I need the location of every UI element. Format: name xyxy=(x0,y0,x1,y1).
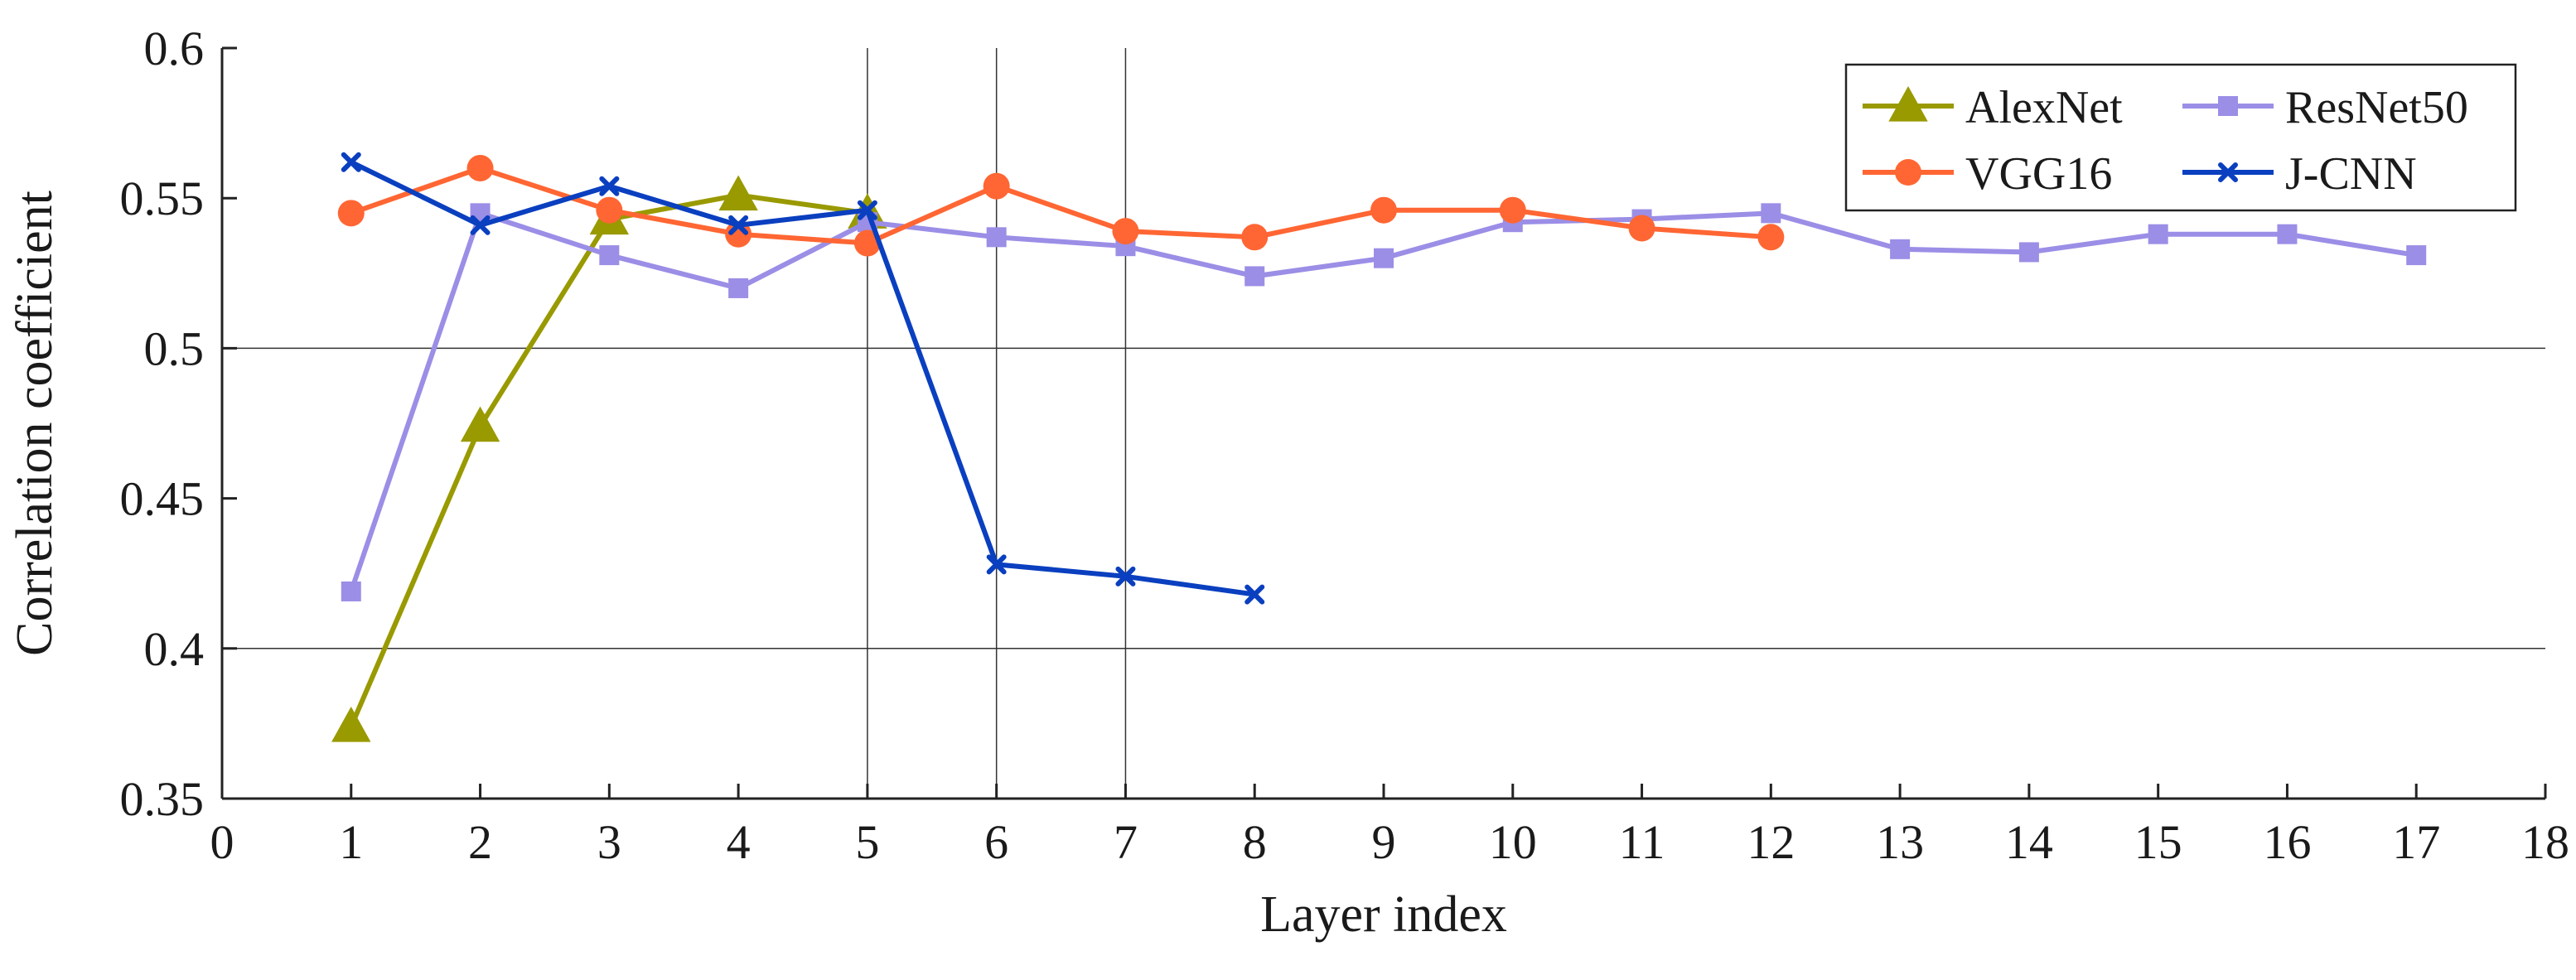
legend-item-j-cnn: J-CNN xyxy=(2182,148,2417,200)
x-tick-label: 1 xyxy=(339,815,363,869)
legend-label: AlexNet xyxy=(1965,82,2123,133)
x-tick-label: 2 xyxy=(468,815,492,869)
y-tick-label: 0.35 xyxy=(120,772,205,826)
x-tick-label: 4 xyxy=(727,815,751,869)
data-point-vgg16 xyxy=(1757,224,1785,251)
x-axis-label: Layer index xyxy=(1260,886,1507,943)
data-point-vgg16 xyxy=(725,220,752,248)
x-tick-label: 6 xyxy=(984,815,1008,869)
data-point-alexnet xyxy=(331,706,371,742)
data-point-resnet50 xyxy=(1374,248,1394,268)
data-point-vgg16 xyxy=(983,172,1010,200)
x-tick-label: 0 xyxy=(210,815,234,869)
data-point-resnet50 xyxy=(1890,239,1911,259)
data-point-j-cnn xyxy=(341,152,361,172)
x-tick-label: 8 xyxy=(1243,815,1267,869)
x-tick-label: 18 xyxy=(2521,815,2569,869)
y-tick-label: 0.4 xyxy=(144,622,205,676)
legend-marker xyxy=(1888,85,1928,122)
legend-item-vgg16: VGG16 xyxy=(1863,148,2112,200)
data-point-j-cnn xyxy=(1115,566,1136,587)
data-point-vgg16 xyxy=(1499,196,1526,224)
data-point-vgg16 xyxy=(1628,215,1655,242)
y-tick-label: 0.6 xyxy=(144,22,205,75)
x-tick-label: 16 xyxy=(2263,815,2311,869)
data-point-j-cnn xyxy=(470,215,491,235)
x-tick-label: 3 xyxy=(597,815,621,869)
legend-marker xyxy=(2218,162,2238,182)
legend-marker xyxy=(1895,159,1921,186)
data-point-vgg16 xyxy=(1370,196,1397,224)
data-point-resnet50 xyxy=(341,581,361,601)
x-tick-label: 14 xyxy=(2005,815,2053,869)
legend-box xyxy=(1844,63,2517,212)
x-tick-label: 13 xyxy=(1876,815,1924,869)
data-point-resnet50 xyxy=(728,278,749,298)
legend-label: ResNet50 xyxy=(2285,82,2468,133)
y-tick-label: 0.55 xyxy=(120,171,205,225)
data-point-j-cnn xyxy=(599,176,620,196)
data-point-vgg16 xyxy=(466,154,494,181)
data-point-vgg16 xyxy=(1241,224,1269,251)
data-point-resnet50 xyxy=(2148,224,2168,244)
legend-marker xyxy=(2218,96,2238,116)
y-tick-label: 0.5 xyxy=(144,321,205,375)
legend-label: VGG16 xyxy=(1965,148,2112,200)
data-point-vgg16 xyxy=(596,196,623,224)
x-tick-label: 10 xyxy=(1489,815,1537,869)
data-point-vgg16 xyxy=(853,229,881,257)
x-tick-label: 11 xyxy=(1619,815,1665,869)
x-tick-label: 15 xyxy=(2134,815,2182,869)
data-point-vgg16 xyxy=(337,200,365,227)
y-axis-label: Correlation coefficient xyxy=(7,191,63,656)
series-vgg16 xyxy=(337,154,1785,257)
ticks: 0 1 2 3 4 5 6 7 8 9 10 11 12 13 14 15 16 17 180.350.40.450… xyxy=(120,22,2570,869)
data-point-alexnet xyxy=(460,406,500,442)
x-tick-label: 7 xyxy=(1114,815,1138,869)
series-j-cnn xyxy=(341,152,1265,605)
series-line-j-cnn xyxy=(350,160,1255,597)
legend-item-alexnet: AlexNet xyxy=(1863,82,2123,133)
data-point-resnet50 xyxy=(1761,203,1781,224)
series-line-vgg16 xyxy=(350,165,1771,246)
x-tick-label: 5 xyxy=(855,815,879,869)
y-tick-label: 0.45 xyxy=(120,472,205,526)
data-point-j-cnn xyxy=(1245,584,1265,605)
legend: AlexNet ResNet50 VGG16 J-CNN xyxy=(1844,63,2517,212)
data-point-resnet50 xyxy=(599,245,620,266)
series xyxy=(331,152,2427,742)
data-point-resnet50 xyxy=(2277,224,2298,244)
data-point-alexnet xyxy=(718,175,758,211)
x-tick-label: 12 xyxy=(1747,815,1795,869)
data-point-resnet50 xyxy=(2018,242,2039,263)
legend-label: J-CNN xyxy=(2285,148,2417,200)
data-point-resnet50 xyxy=(986,227,1007,248)
data-point-j-cnn xyxy=(857,200,877,220)
data-point-resnet50 xyxy=(2406,245,2427,266)
data-point-j-cnn xyxy=(986,554,1007,575)
x-tick-label: 9 xyxy=(1372,815,1396,869)
x-tick-label: 17 xyxy=(2392,815,2440,869)
data-point-vgg16 xyxy=(1112,218,1139,245)
data-point-j-cnn xyxy=(728,215,749,235)
legend-item-resnet50: ResNet50 xyxy=(2182,82,2468,133)
data-point-resnet50 xyxy=(1245,266,1265,287)
